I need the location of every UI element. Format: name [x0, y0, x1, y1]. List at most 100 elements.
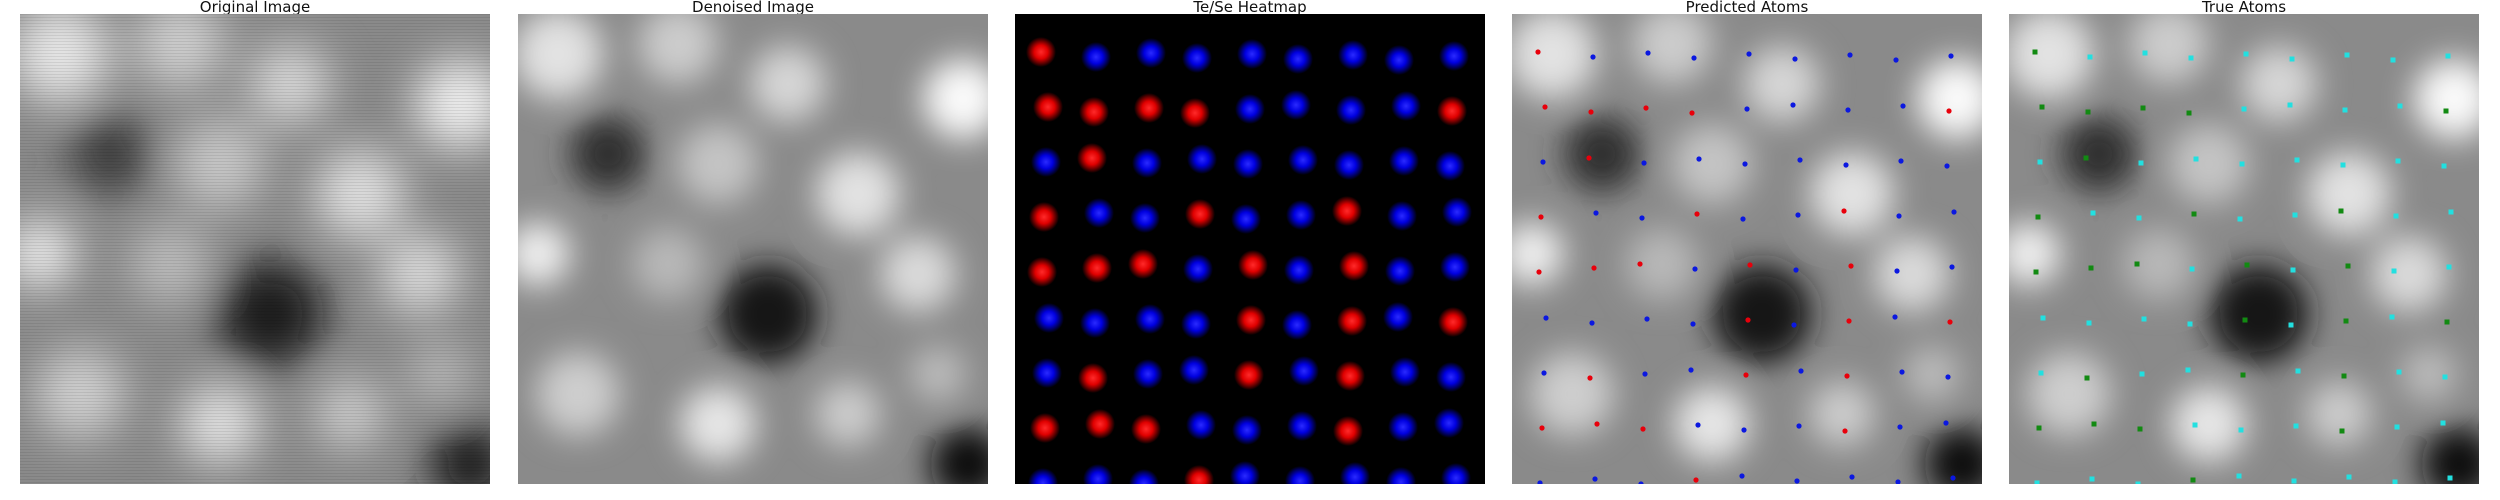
predicted-atoms-image	[1512, 14, 1982, 484]
predicted-atom-te	[1946, 108, 1951, 113]
predicted-atom-se	[1744, 106, 1749, 111]
heatmap-spot-te	[1238, 250, 1268, 280]
heatmap-spot-se	[1034, 303, 1064, 333]
heatmap-spot-se	[1435, 151, 1465, 181]
true-atom-se	[2288, 103, 2293, 108]
true-atom-te	[2037, 426, 2042, 431]
heatmap-spot-te	[1234, 360, 1264, 390]
true-atom-se	[2193, 423, 2198, 428]
predicted-atom-se	[1798, 368, 1803, 373]
true-atom-se	[2341, 163, 2346, 168]
predicted-atom-te	[1535, 49, 1540, 54]
true-atom-se	[2237, 474, 2242, 479]
predicted-atom-se	[1593, 210, 1598, 215]
heatmap-spot-se	[1289, 356, 1319, 386]
heatmap-spot-se	[1233, 149, 1263, 179]
predicted-atom-se	[1589, 320, 1594, 325]
predicted-atom-te	[1689, 110, 1694, 115]
true-atom-te	[2084, 156, 2089, 161]
heatmap-spot-se	[1237, 39, 1267, 69]
true-atom-se	[2296, 369, 2301, 374]
heatmap-spot-se	[1383, 302, 1413, 332]
true-atom-se	[2137, 216, 2142, 221]
heatmap-spot-te	[1185, 199, 1215, 229]
predicted-atom-te	[1640, 426, 1645, 431]
heatmap-spot-se	[1179, 355, 1209, 385]
denoised-image	[518, 14, 988, 484]
true-atom-se	[2289, 323, 2294, 328]
predicted-atom-se	[1590, 54, 1595, 59]
predicted-atom-te	[1841, 208, 1846, 213]
true-atom-se	[2142, 317, 2147, 322]
predicted-atom-se	[1845, 107, 1850, 112]
predicted-atom-se	[1949, 264, 1954, 269]
true-atom-se	[2393, 480, 2398, 485]
true-atom-se	[2343, 108, 2348, 113]
heatmap-spot-te	[1180, 98, 1210, 128]
predicted-atom-se	[1896, 213, 1901, 218]
predicted-atom-se	[1696, 156, 1701, 161]
true-atom-se	[2295, 158, 2300, 163]
predicted-atom-se	[1948, 53, 1953, 58]
predicted-atom-te	[1643, 105, 1648, 110]
heatmap-spot-te	[1085, 409, 1115, 439]
predicted-atom-te	[1539, 425, 1544, 430]
predicted-atom-se	[1695, 422, 1700, 427]
heatmap-spot-se	[1283, 44, 1313, 74]
true-atom-se	[2345, 53, 2350, 58]
true-atom-se	[2186, 368, 2191, 373]
heatmap-spot-se	[1281, 90, 1311, 120]
true-atom-se	[2294, 424, 2299, 429]
true-atom-se	[2039, 371, 2044, 376]
true-atom-se	[2395, 425, 2400, 430]
predicted-atom-se	[1540, 159, 1545, 164]
true-atom-se	[2242, 107, 2247, 112]
heatmap-spot-se	[1133, 359, 1163, 389]
true-atom-te	[2089, 266, 2094, 271]
predicted-atom-se	[1791, 322, 1796, 327]
heatmap-spot-te	[1337, 306, 1367, 336]
true-atom-se	[2239, 428, 2244, 433]
heatmap-spot-te	[1134, 93, 1164, 123]
predicted-atom-te	[1694, 211, 1699, 216]
true-atom-te	[2444, 109, 2449, 114]
true-atom-se	[2392, 269, 2397, 274]
predicted-atom-te	[1637, 261, 1642, 266]
heatmap-spot-te	[1029, 202, 1059, 232]
heatmap-spot-se	[1187, 144, 1217, 174]
heatmap-spot-se	[1338, 40, 1368, 70]
heatmap-spot-se	[1388, 412, 1418, 442]
heatmap-spot-se	[1385, 256, 1415, 286]
predicted-atom-te	[1587, 375, 1592, 380]
true-atom-se	[2188, 322, 2193, 327]
true-atom-se	[2143, 51, 2148, 56]
true-atom-se	[2041, 316, 2046, 321]
predicted-atom-te	[1586, 155, 1591, 160]
panel-heatmap: Te/Se Heatmap	[1015, 0, 1485, 500]
heatmap-spot-se	[1391, 91, 1421, 121]
true-atom-se	[2446, 54, 2451, 59]
heatmap-spot-te	[1030, 413, 1060, 443]
true-atom-se	[2397, 370, 2402, 375]
heatmap-spot-se	[1286, 200, 1316, 230]
predicted-atom-te	[1588, 109, 1593, 114]
predicted-atom-te	[1594, 421, 1599, 426]
predicted-atom-te	[1743, 372, 1748, 377]
heatmap-spot-te	[1082, 253, 1112, 283]
true-atom-te	[2040, 105, 2045, 110]
heatmap-spot-se	[1384, 45, 1414, 75]
true-atom-se	[2090, 477, 2095, 482]
heatmap-spot-se	[1181, 309, 1211, 339]
true-atom-te	[2187, 111, 2192, 116]
original-image	[20, 14, 490, 484]
true-atom-se	[2088, 55, 2093, 60]
true-atom-se	[2443, 375, 2448, 380]
true-atom-se	[2190, 267, 2195, 272]
true-atom-se	[2394, 214, 2399, 219]
predicted-atom-se	[1900, 103, 1905, 108]
heatmap-spot-te	[1131, 414, 1161, 444]
heatmap-spot-se	[1235, 94, 1265, 124]
heatmap-spot-se	[1336, 95, 1366, 125]
predicted-atom-te	[1693, 477, 1698, 482]
predicted-atom-se	[1692, 266, 1697, 271]
